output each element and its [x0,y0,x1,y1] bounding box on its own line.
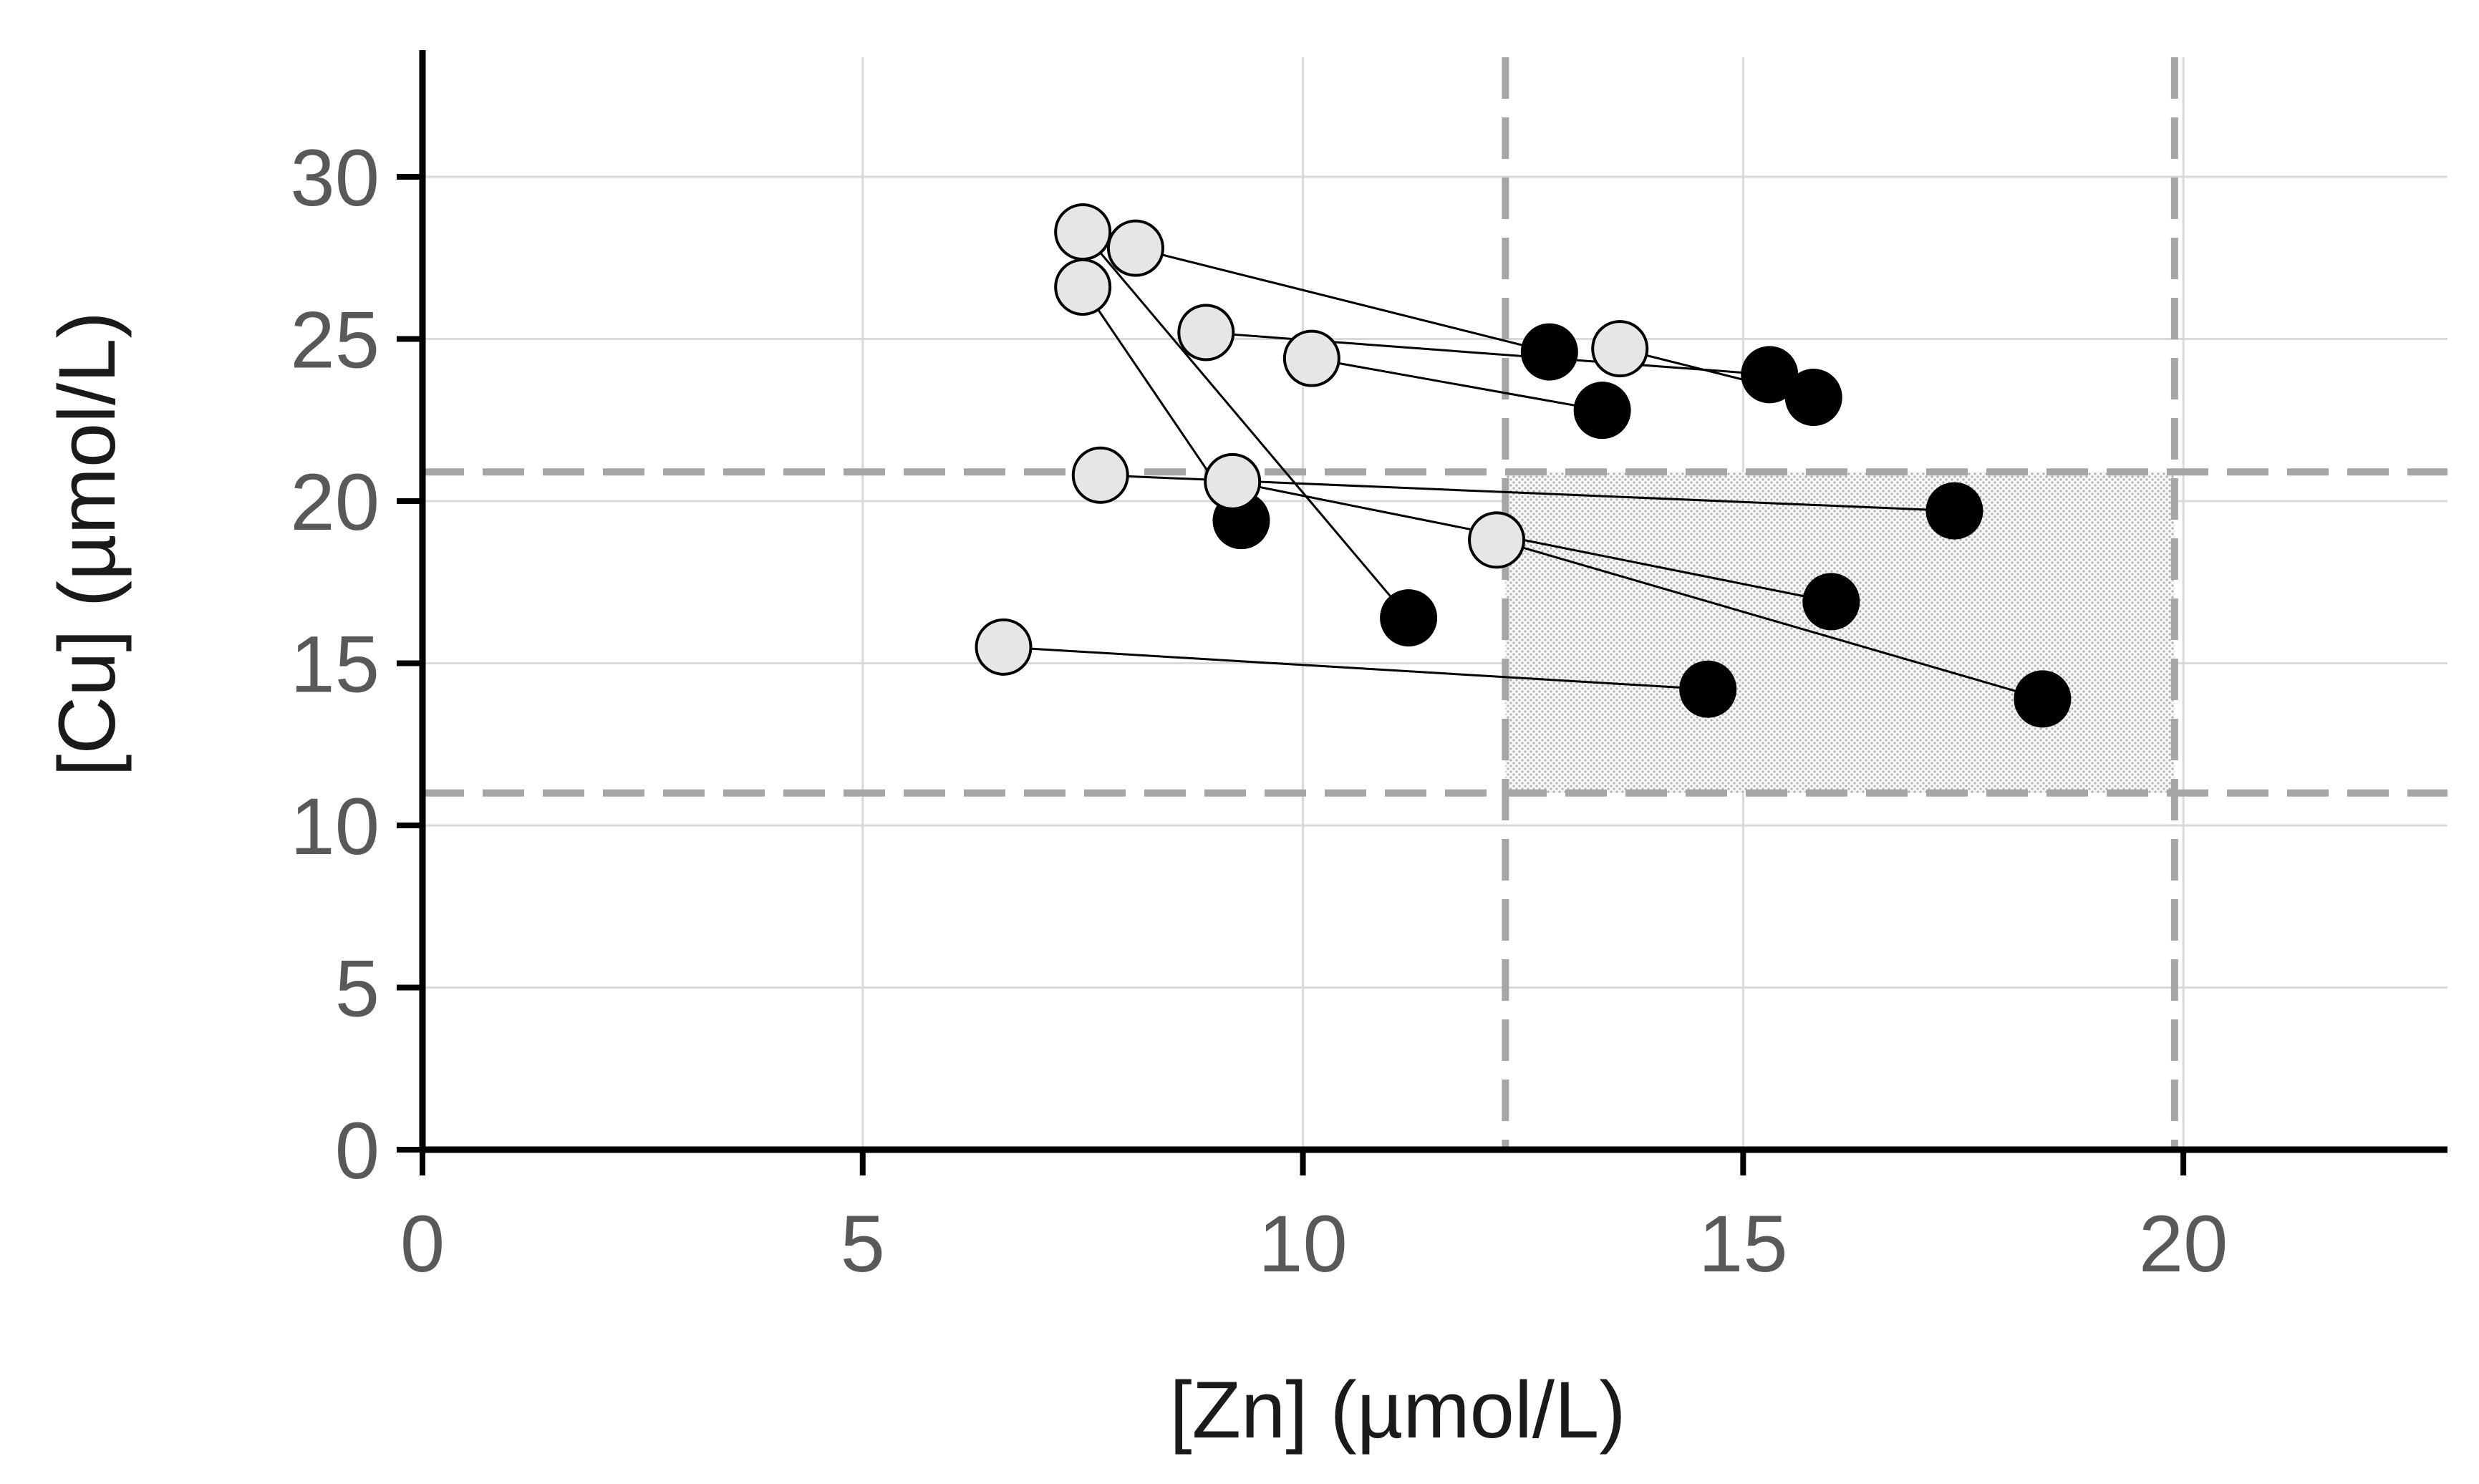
data-points [975,203,2072,728]
x-tick-label: 15 [1698,1199,1788,1289]
filled-point [2014,670,2072,728]
x-tick-label: 5 [841,1199,885,1289]
filled-point [1679,660,1737,718]
y-tick-label: 30 [290,133,380,223]
open-point [1071,446,1129,504]
filled-point [1520,323,1578,381]
open-point [1054,258,1112,316]
y-axis-title: [Cu] (µmol/L) [42,311,132,777]
open-point [1468,511,1526,569]
open-point [1591,320,1649,378]
open-point [1282,329,1340,387]
open-point [1054,203,1112,261]
open-point [975,618,1033,676]
filled-point [1925,482,1983,540]
connector-line [1496,538,2043,700]
open-point [1204,452,1262,510]
y-tick-label: 20 [290,457,380,547]
connector-line [1232,480,1832,603]
open-point [1177,304,1235,362]
filled-point [1573,382,1631,440]
connector-lines [1003,231,2043,700]
filled-point [1380,589,1438,647]
connector-line [1311,357,1603,412]
x-tick-label: 20 [2139,1199,2228,1289]
connector-line [1082,231,1410,619]
filled-point [1784,369,1842,427]
axes [397,50,2447,1175]
y-tick-label: 15 [290,620,380,709]
y-tick-label: 0 [335,1106,380,1196]
reference-range-shade [1505,472,2175,793]
tick-labels: 0 5 10 15 20 0 5 10 15 20 25 30 [290,133,2228,1289]
x-tick-label: 10 [1258,1199,1348,1289]
y-tick-label: 5 [335,944,380,1034]
y-tick-label: 25 [290,296,380,385]
gridlines [422,57,2447,1150]
filled-point [1802,573,1860,631]
y-tick-label: 10 [290,782,380,871]
connector-line [1003,646,1709,691]
reference-range [422,57,2447,1150]
x-tick-label: 0 [400,1199,445,1289]
open-point [1106,219,1164,277]
x-axis-title: [Zn] (µmol/L) [1169,1365,1625,1455]
connector-line [1135,247,1550,354]
